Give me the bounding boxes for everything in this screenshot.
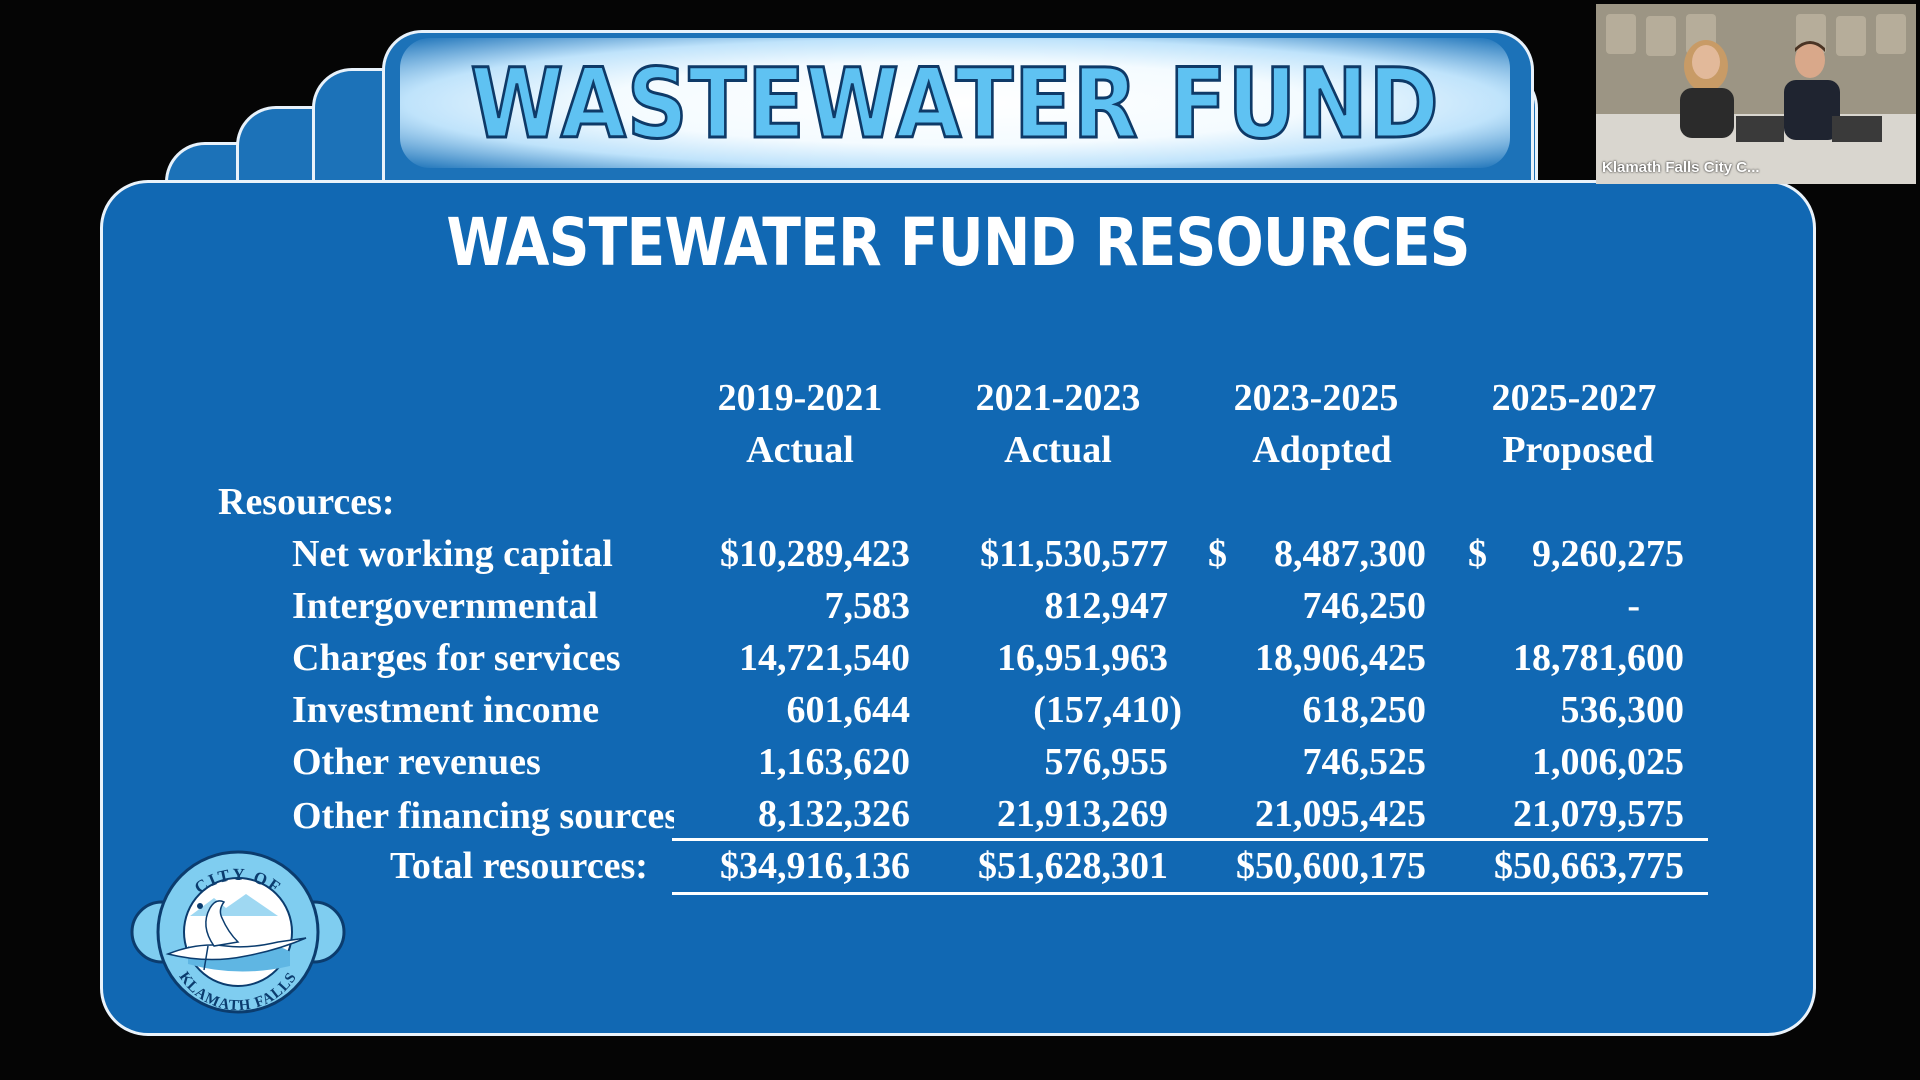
- webcam-caption: Klamath Falls City C...: [1602, 159, 1760, 176]
- table-cell: 746,525: [1302, 741, 1427, 783]
- table-cell: 1,163,620: [758, 741, 910, 783]
- row-label: Net working capital: [292, 533, 613, 575]
- column-period-3: 2023-2025: [1233, 377, 1399, 419]
- total-label: Total resources:: [390, 845, 648, 887]
- row-label: Other revenues: [292, 741, 541, 783]
- table-cell: $11,530,577: [980, 533, 1168, 575]
- table-cell: 8,132,326: [758, 793, 910, 835]
- table-cell: 21,095,425: [1255, 793, 1426, 835]
- city-logo: CITY OF KLAMATH FALLS: [130, 850, 346, 1014]
- table-cell: 7,583: [824, 585, 911, 627]
- table-cell: 746,250: [1302, 585, 1427, 627]
- row-label: Investment income: [292, 689, 600, 731]
- webcam-feed: Klamath Falls City C...: [1596, 4, 1916, 184]
- column-status-3: Adopted: [1252, 429, 1392, 471]
- row-label: Other financing sources: [292, 795, 674, 837]
- table-cell: (157,410): [1033, 689, 1182, 731]
- total-cell: $34,916,136: [720, 845, 910, 887]
- total-cell: $50,600,175: [1236, 845, 1426, 887]
- column-period-4: 2025-2027: [1491, 377, 1657, 419]
- row-label: Intergovernmental: [292, 585, 599, 627]
- column-status-2: Actual: [1004, 429, 1112, 471]
- column-status-4: Proposed: [1502, 429, 1654, 471]
- table-cell: 18,781,600: [1513, 637, 1684, 679]
- table-cell: $10,289,423: [720, 533, 910, 575]
- subtotal-rule: [672, 838, 1708, 841]
- table-cell: 21,079,575: [1513, 793, 1684, 835]
- table-cell: -: [1627, 585, 1640, 627]
- webcam-scene: [1596, 4, 1916, 184]
- table-cell: 14,721,540: [739, 637, 910, 679]
- table-cell: 21,913,269: [997, 793, 1168, 835]
- section-label: Resources:: [218, 481, 395, 523]
- table-cell: 576,955: [1044, 741, 1169, 783]
- table-cell: 812,947: [1044, 585, 1169, 627]
- row-label: Charges for services: [292, 637, 621, 679]
- title-glow: [400, 38, 1510, 168]
- table-cell: 601,644: [786, 689, 911, 731]
- table-cell: 16,951,963: [997, 637, 1168, 679]
- table-cell: 1,006,025: [1532, 741, 1684, 783]
- dollar-sign: $: [1468, 533, 1487, 575]
- total-cell: $50,663,775: [1494, 845, 1684, 887]
- total-rule: [672, 892, 1708, 895]
- column-period-2: 2021-2023: [975, 377, 1141, 419]
- slide-title: WASTEWATER FUND: [469, 47, 1440, 162]
- table-cell: 618,250: [1302, 689, 1427, 731]
- total-cell: $51,628,301: [978, 845, 1168, 887]
- table-cell: 9,260,275: [1532, 533, 1684, 575]
- slide-subtitle: WASTEWATER FUND RESOURCES: [446, 204, 1470, 281]
- row-label-clip: Other financing sources: [292, 790, 674, 842]
- table-cell: 536,300: [1560, 689, 1685, 731]
- column-status-1: Actual: [746, 429, 854, 471]
- column-period-1: 2019-2021: [717, 377, 883, 419]
- table-cell: 18,906,425: [1255, 637, 1426, 679]
- table-cell: 8,487,300: [1274, 533, 1426, 575]
- dollar-sign: $: [1208, 533, 1227, 575]
